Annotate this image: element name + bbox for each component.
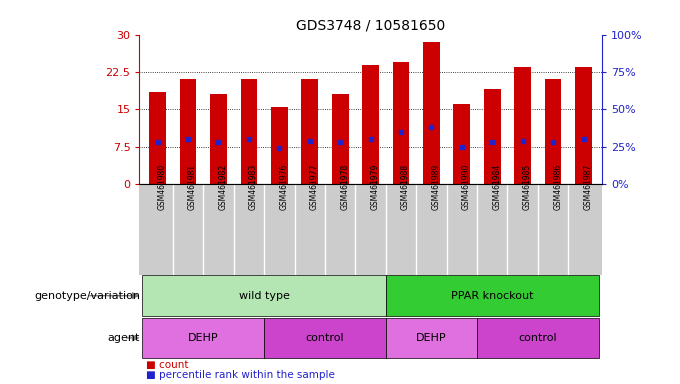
Text: GSM461977: GSM461977	[310, 164, 319, 210]
Text: DEHP: DEHP	[416, 333, 447, 343]
Bar	[386, 275, 599, 316]
Text: GSM461983: GSM461983	[249, 164, 258, 210]
Bar	[142, 275, 386, 316]
Bar	[423, 42, 440, 184]
Bar	[392, 62, 409, 184]
Text: GSM461989: GSM461989	[431, 164, 441, 210]
Bar	[264, 318, 386, 358]
Text: control: control	[519, 333, 557, 343]
Bar	[545, 79, 562, 184]
Text: PPAR knockout: PPAR knockout	[451, 291, 534, 301]
Text: GSM461986: GSM461986	[553, 164, 562, 210]
Bar	[210, 94, 227, 184]
Text: GSM461978: GSM461978	[340, 164, 349, 210]
Bar	[514, 67, 531, 184]
Bar	[386, 318, 477, 358]
Text: GSM461976: GSM461976	[279, 164, 288, 210]
Bar	[332, 94, 349, 184]
Text: GSM461988: GSM461988	[401, 164, 410, 210]
Bar	[362, 65, 379, 184]
Bar	[271, 107, 288, 184]
Bar	[454, 104, 471, 184]
Text: agent: agent	[107, 333, 140, 343]
Text: GSM461990: GSM461990	[462, 164, 471, 210]
Bar	[301, 79, 318, 184]
Text: wild type: wild type	[239, 291, 290, 301]
Text: ■ count: ■ count	[146, 360, 188, 370]
Text: GSM461980: GSM461980	[158, 164, 167, 210]
Bar	[142, 318, 264, 358]
Text: GSM461979: GSM461979	[371, 164, 379, 210]
Text: control: control	[305, 333, 344, 343]
Bar	[484, 89, 500, 184]
Text: GSM461984: GSM461984	[492, 164, 501, 210]
Text: ■ percentile rank within the sample: ■ percentile rank within the sample	[146, 370, 335, 380]
Text: GSM461987: GSM461987	[583, 164, 592, 210]
Title: GDS3748 / 10581650: GDS3748 / 10581650	[296, 18, 445, 32]
Bar	[241, 79, 257, 184]
Bar	[477, 318, 599, 358]
Text: GSM461985: GSM461985	[523, 164, 532, 210]
Text: DEHP: DEHP	[188, 333, 218, 343]
Bar	[150, 92, 166, 184]
Text: genotype/variation: genotype/variation	[34, 291, 140, 301]
Bar	[180, 79, 197, 184]
Bar	[575, 67, 592, 184]
Text: GSM461982: GSM461982	[218, 164, 228, 210]
Text: GSM461981: GSM461981	[188, 164, 197, 210]
